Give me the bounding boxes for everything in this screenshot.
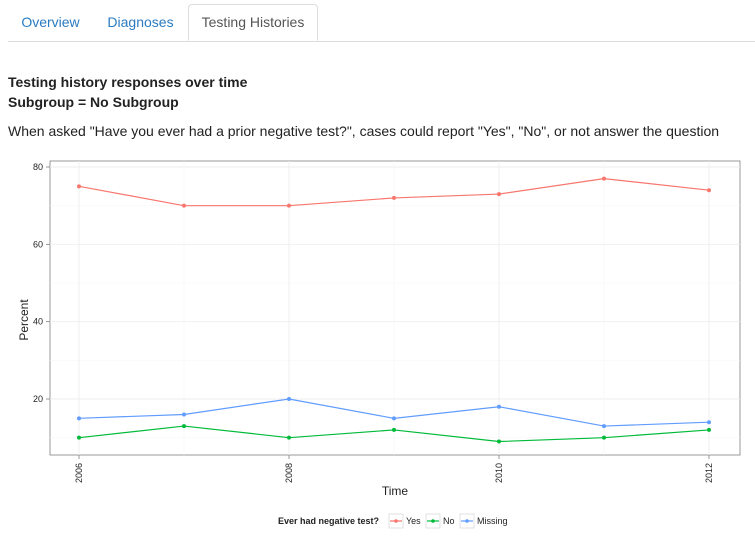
testing-history-chart: 20 40 60 80 2006 2008 2010 2012 Time Percent E… xyxy=(17,160,741,529)
tab-diagnoses[interactable]: Diagnoses xyxy=(107,14,174,30)
data-point-yes xyxy=(602,176,606,181)
data-point-no xyxy=(602,435,606,440)
x-tick-label: 2012 xyxy=(704,463,714,483)
legend-key-point-no xyxy=(431,519,435,523)
data-point-missing xyxy=(77,416,81,421)
data-point-no xyxy=(287,435,291,440)
data-point-no xyxy=(77,435,81,440)
description-text: When asked "Have you ever had a prior ne… xyxy=(8,123,720,139)
y-tick-label: 20 xyxy=(33,394,43,404)
data-point-missing xyxy=(707,420,711,425)
y-tick-label: 60 xyxy=(33,239,43,249)
legend-title: Ever had negative test? xyxy=(278,516,379,526)
x-axis-title: Time xyxy=(382,484,409,498)
legend-key-point-missing xyxy=(465,519,469,523)
legend-label-yes: Yes xyxy=(406,516,421,526)
plot-panel xyxy=(49,160,741,456)
tab-testing-histories[interactable]: Testing Histories xyxy=(188,4,318,41)
data-point-missing xyxy=(497,404,501,409)
data-point-no xyxy=(707,427,711,432)
x-tick-label: 2010 xyxy=(494,463,504,483)
x-tick-label: 2006 xyxy=(74,463,84,483)
legend-key-point-yes xyxy=(394,519,398,523)
x-axis: 2006 2008 2010 2012 xyxy=(74,455,714,483)
data-point-yes xyxy=(392,195,396,200)
data-point-yes xyxy=(497,192,501,197)
data-point-yes xyxy=(287,203,291,208)
x-tick-label: 2008 xyxy=(284,463,294,483)
y-axis-title: Percent xyxy=(17,299,31,341)
series-group xyxy=(77,176,711,444)
legend-label-no: No xyxy=(443,516,455,526)
data-point-missing xyxy=(287,397,291,401)
y-tick-label: 80 xyxy=(33,162,43,172)
data-point-yes xyxy=(77,184,81,189)
data-point-yes xyxy=(182,203,186,208)
data-point-no xyxy=(497,439,501,444)
y-axis: 20 40 60 80 xyxy=(33,162,50,404)
data-point-no xyxy=(182,424,186,429)
data-point-missing xyxy=(182,412,186,417)
page-title: Testing history responses over time xyxy=(8,74,248,90)
data-point-missing xyxy=(602,424,606,429)
data-point-missing xyxy=(392,416,396,421)
subgroup-label: Subgroup = No Subgroup xyxy=(8,94,179,110)
data-point-no xyxy=(392,427,396,432)
tab-overview[interactable]: Overview xyxy=(21,14,80,30)
y-tick-label: 40 xyxy=(33,317,43,327)
data-point-yes xyxy=(707,188,711,193)
tab-bar: Overview Diagnoses Testing Histories xyxy=(8,0,755,42)
legend: Ever had negative test? Yes No Missing xyxy=(278,513,508,529)
legend-label-missing: Missing xyxy=(477,516,508,526)
